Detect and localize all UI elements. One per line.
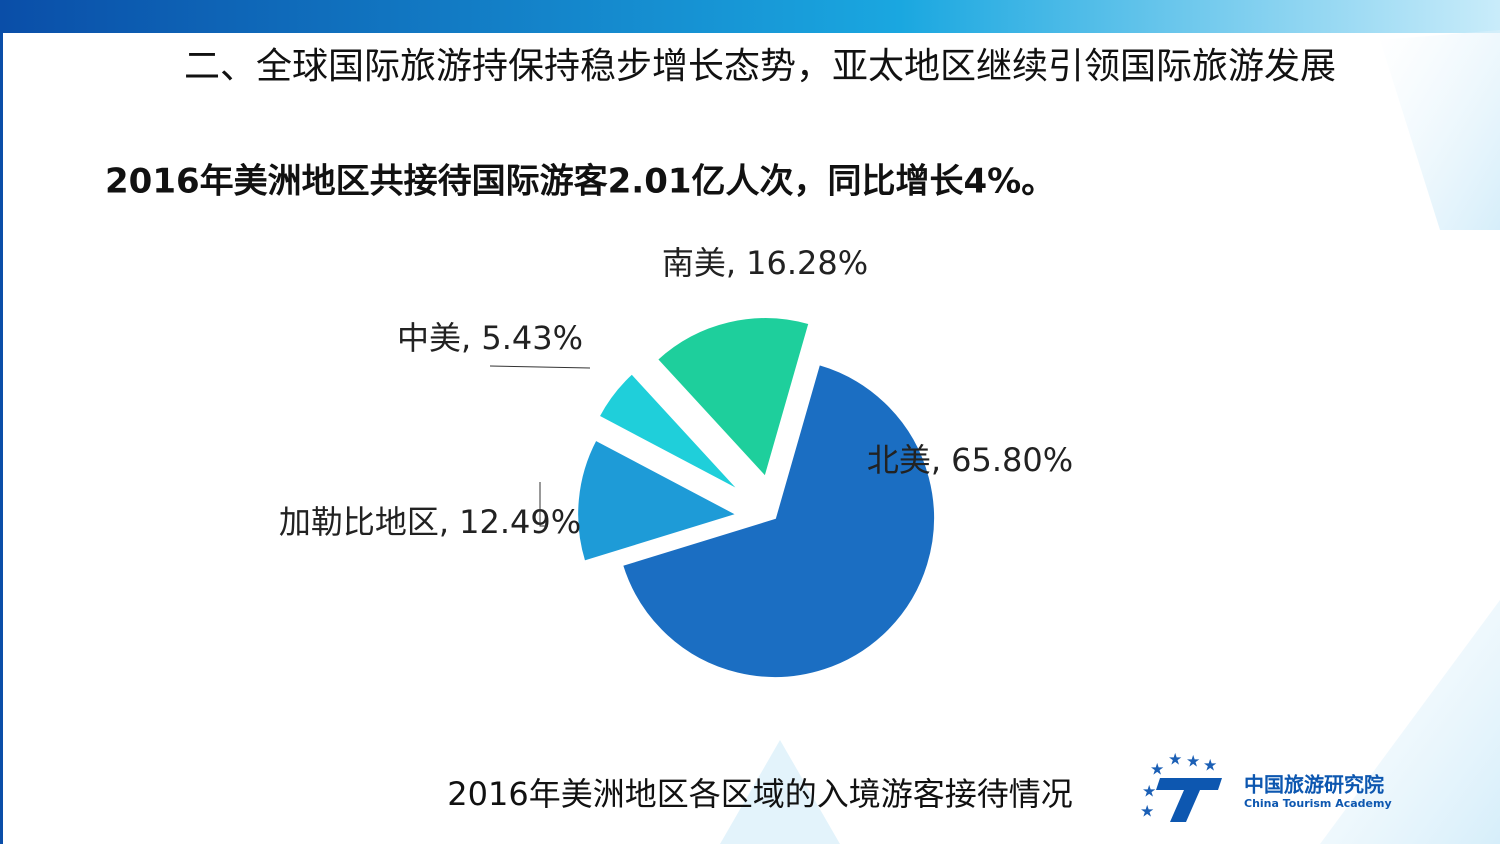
- svg-text:★: ★: [1140, 802, 1154, 821]
- left-rule: [0, 33, 3, 844]
- data-label: 南美, 16.28%: [662, 244, 868, 282]
- decor: [720, 740, 840, 844]
- svg-text:★: ★: [1186, 752, 1200, 771]
- pie-slice: [655, 316, 811, 480]
- logo-name: 中国旅游研究院: [1244, 773, 1384, 797]
- logo-stars: ★★ ★ ★ ★★: [1140, 750, 1217, 821]
- pie-slice: [597, 371, 741, 493]
- header-bar: [0, 0, 1500, 33]
- pie-slice: [576, 438, 740, 563]
- leader-line: [539, 482, 548, 527]
- logo: ★★ ★ ★ ★★ 中国旅游研究院 China Tourism Academy: [1140, 750, 1392, 822]
- svg-text:★: ★: [1150, 760, 1164, 779]
- svg-text:★: ★: [1142, 782, 1156, 801]
- logo-subname: China Tourism Academy: [1244, 797, 1392, 810]
- chart-caption: 2016年美洲地区各区域的入境游客接待情况: [447, 775, 1072, 813]
- logo-mark: [1156, 778, 1222, 822]
- data-label: 中美, 5.43%: [397, 319, 583, 357]
- decor: [1320, 600, 1500, 844]
- data-label: 北美, 65.80%: [867, 441, 1073, 479]
- svg-text:★: ★: [1203, 756, 1217, 775]
- leader-line: [489, 365, 591, 369]
- svg-text:★: ★: [1168, 750, 1182, 769]
- decor: [1380, 30, 1500, 230]
- pie-chart: 北美, 65.80% 加勒比地区, 12.49% 中美, 5.43% 南美, 16.2…: [279, 244, 1073, 679]
- slide-title: 二、全球国际旅游持保持稳步增长态势，亚太地区继续引领国际旅游发展: [184, 46, 1336, 87]
- subtitle: 2016年美洲地区共接待国际游客2.01亿人次，同比增长4%。: [105, 162, 1055, 202]
- data-label: 加勒比地区, 12.49%: [279, 503, 581, 541]
- pie-slice: [620, 362, 936, 679]
